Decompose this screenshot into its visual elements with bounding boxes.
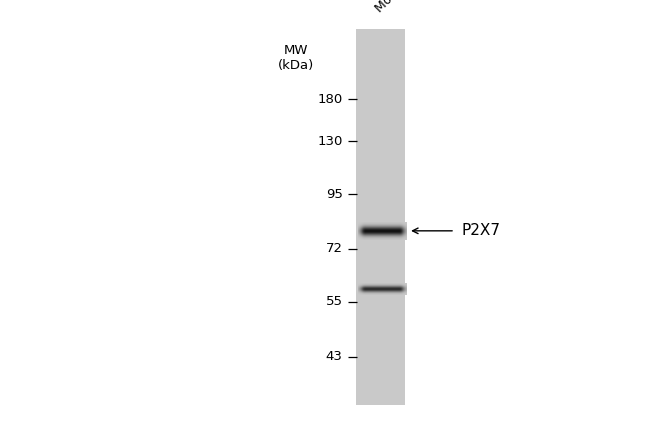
Text: P2X7: P2X7: [462, 223, 501, 238]
Text: 95: 95: [326, 188, 343, 200]
Text: 180: 180: [317, 93, 343, 106]
Text: Mouse brain: Mouse brain: [373, 0, 436, 15]
Text: 72: 72: [326, 243, 343, 255]
Text: 43: 43: [326, 350, 343, 363]
Text: MW
(kDa): MW (kDa): [278, 44, 314, 72]
Text: 130: 130: [317, 135, 343, 148]
Text: 55: 55: [326, 295, 343, 308]
